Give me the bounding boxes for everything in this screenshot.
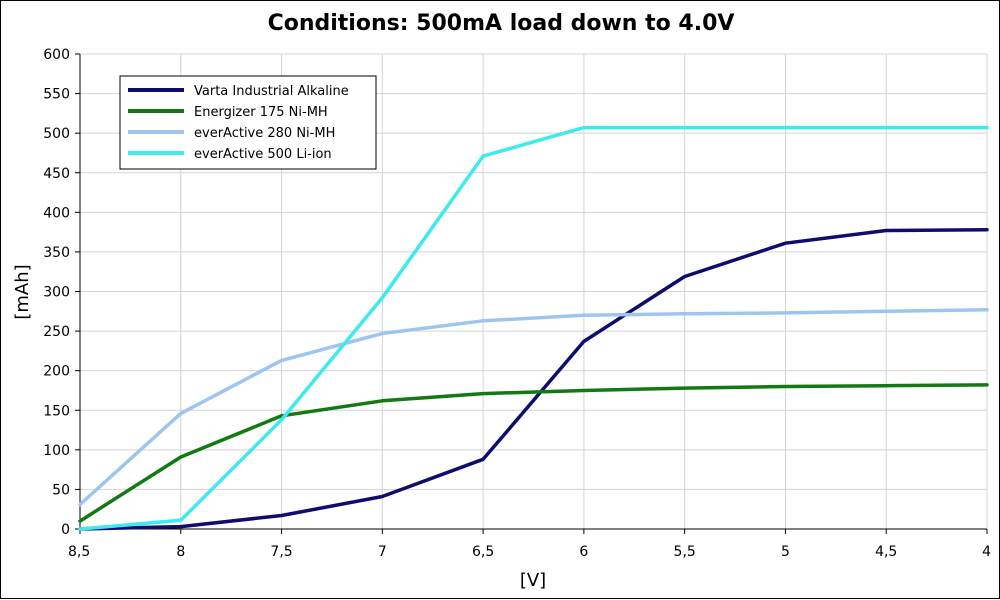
y-tick-label: 0 — [61, 522, 70, 538]
legend-label: everActive 280 Ni-MH — [194, 126, 335, 141]
y-tick-label: 350 — [43, 245, 70, 261]
x-tick-label: 8 — [176, 544, 185, 560]
y-tick-label: 450 — [43, 166, 70, 182]
y-tick-label: 250 — [43, 324, 70, 340]
x-tick-label: 4 — [982, 544, 991, 560]
chart-title: Conditions: 500mA load down to 4.0V — [268, 11, 735, 36]
series-line-3 — [78, 307, 989, 507]
x-tick-label: 7 — [378, 544, 387, 560]
y-tick-label: 400 — [43, 205, 70, 221]
x-tick-label: 5,5 — [674, 544, 696, 560]
x-tick-label: 6 — [579, 544, 588, 560]
x-tick-label: 6,5 — [472, 544, 494, 560]
x-tick-label: 5 — [781, 544, 790, 560]
x-tick-label: 4,5 — [875, 544, 897, 560]
y-tick-label: 300 — [43, 285, 70, 301]
series-lines — [78, 125, 989, 531]
y-tick-label: 200 — [43, 364, 70, 380]
series-line-1 — [78, 228, 989, 531]
x-tick-label: 8,5 — [68, 544, 90, 560]
legend-label: Energizer 175 Ni-MH — [194, 105, 328, 120]
legend-label: Varta Industrial Alkaline — [194, 84, 349, 99]
x-axis-label: [V] — [520, 570, 546, 591]
y-tick-label: 50 — [52, 482, 70, 498]
y-tick-label: 150 — [43, 403, 70, 419]
y-tick-label: 550 — [43, 87, 70, 103]
axes: 0 50 100 150 200 250 300 350 400 450 500 550 600 8,5 8… — [43, 47, 991, 560]
legend: Varta Industrial Alkaline Energizer 175 N… — [119, 75, 377, 170]
y-axis-label: [mAh] — [12, 264, 33, 319]
legend-label: everActive 500 Li-ion — [194, 147, 332, 162]
series-line-4 — [78, 125, 989, 531]
x-tick-label: 7,5 — [270, 544, 292, 560]
y-tick-label: 600 — [43, 47, 70, 63]
y-tick-label: 500 — [43, 126, 70, 142]
y-tick-label: 100 — [43, 443, 70, 459]
series-line-2 — [78, 383, 989, 523]
